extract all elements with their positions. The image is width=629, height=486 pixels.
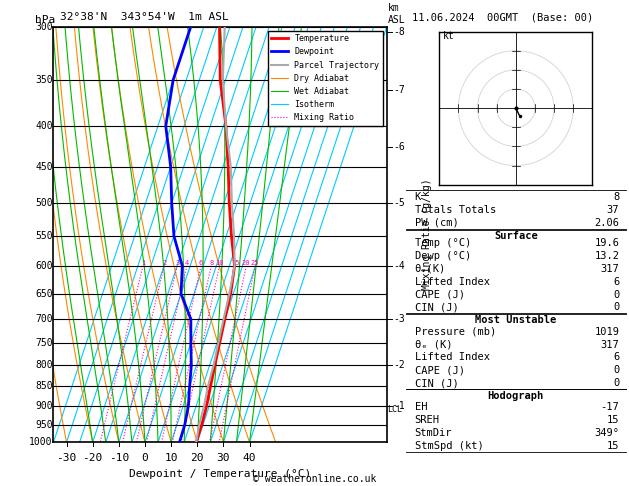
Text: 32°38'N  343°54'W  1m ASL: 32°38'N 343°54'W 1m ASL	[60, 12, 228, 22]
Text: Totals Totals: Totals Totals	[415, 205, 496, 215]
Text: Lifted Index: Lifted Index	[415, 352, 489, 363]
Text: StmSpd (kt): StmSpd (kt)	[415, 441, 483, 451]
Text: Temp (°C): Temp (°C)	[415, 238, 470, 248]
Text: 650: 650	[35, 289, 53, 298]
Text: 700: 700	[35, 314, 53, 324]
Text: θₑ (K): θₑ (K)	[415, 340, 452, 349]
Text: Most Unstable: Most Unstable	[475, 315, 557, 325]
Text: 25: 25	[251, 260, 259, 266]
Text: 6: 6	[613, 352, 619, 363]
Text: StmDir: StmDir	[415, 428, 452, 438]
Text: 11.06.2024  00GMT  (Base: 00): 11.06.2024 00GMT (Base: 00)	[412, 12, 593, 22]
Text: -7: -7	[393, 85, 404, 95]
Text: LCL: LCL	[387, 405, 403, 414]
Text: 8: 8	[613, 192, 619, 202]
Text: CIN (J): CIN (J)	[415, 302, 459, 312]
Text: 10: 10	[215, 260, 224, 266]
Text: 3: 3	[175, 260, 179, 266]
Text: 0: 0	[613, 290, 619, 299]
Text: -4: -4	[393, 261, 404, 271]
Text: 6: 6	[199, 260, 203, 266]
Text: 600: 600	[35, 261, 53, 271]
Text: -30: -30	[57, 452, 77, 463]
Text: 1: 1	[141, 260, 145, 266]
Text: -5: -5	[393, 198, 404, 208]
Text: 15: 15	[231, 260, 239, 266]
Text: 350: 350	[35, 75, 53, 85]
Text: 40: 40	[243, 452, 256, 463]
Text: 850: 850	[35, 381, 53, 391]
Text: -6: -6	[393, 142, 404, 152]
Text: θₑ(K): θₑ(K)	[415, 264, 446, 274]
Text: © weatheronline.co.uk: © weatheronline.co.uk	[253, 473, 376, 484]
Text: -8: -8	[393, 27, 404, 37]
Text: 750: 750	[35, 338, 53, 348]
Text: 450: 450	[35, 162, 53, 172]
Legend: Temperature, Dewpoint, Parcel Trajectory, Dry Adiabat, Wet Adiabat, Isotherm, Mi: Temperature, Dewpoint, Parcel Trajectory…	[268, 31, 382, 125]
Text: 15: 15	[607, 441, 619, 451]
Text: -1: -1	[393, 401, 404, 411]
Text: Pressure (mb): Pressure (mb)	[415, 327, 496, 337]
Text: -2: -2	[393, 360, 404, 370]
Text: 6: 6	[613, 277, 619, 287]
Text: 2.06: 2.06	[594, 218, 619, 228]
Text: Dewp (°C): Dewp (°C)	[415, 251, 470, 261]
Text: 550: 550	[35, 231, 53, 241]
Text: Mixing Ratio (g/kg): Mixing Ratio (g/kg)	[422, 179, 432, 290]
Text: km
ASL: km ASL	[387, 3, 405, 25]
Text: Dewpoint / Temperature (°C): Dewpoint / Temperature (°C)	[129, 469, 311, 479]
Text: 800: 800	[35, 360, 53, 370]
Text: 400: 400	[35, 121, 53, 131]
Text: 15: 15	[607, 415, 619, 425]
Text: PW (cm): PW (cm)	[415, 218, 459, 228]
Text: CAPE (J): CAPE (J)	[415, 365, 464, 375]
Text: hPa: hPa	[35, 15, 55, 25]
Text: CAPE (J): CAPE (J)	[415, 290, 464, 299]
Text: SREH: SREH	[415, 415, 440, 425]
Text: 500: 500	[35, 198, 53, 208]
Text: 0: 0	[613, 302, 619, 312]
Text: 1000: 1000	[30, 437, 53, 447]
Text: 10: 10	[164, 452, 178, 463]
Text: 19.6: 19.6	[594, 238, 619, 248]
Text: 8: 8	[209, 260, 213, 266]
Text: 317: 317	[601, 340, 619, 349]
Text: -10: -10	[109, 452, 129, 463]
Text: 900: 900	[35, 401, 53, 411]
Text: Hodograph: Hodograph	[487, 391, 544, 401]
Text: 37: 37	[607, 205, 619, 215]
Text: 20: 20	[191, 452, 204, 463]
Text: 950: 950	[35, 419, 53, 430]
Text: 0: 0	[613, 378, 619, 388]
Text: 30: 30	[216, 452, 230, 463]
Text: 300: 300	[35, 22, 53, 32]
Text: 317: 317	[601, 264, 619, 274]
Text: 4: 4	[185, 260, 189, 266]
Text: -3: -3	[393, 314, 404, 324]
Text: 1019: 1019	[594, 327, 619, 337]
Text: 349°: 349°	[594, 428, 619, 438]
Text: -17: -17	[601, 402, 619, 412]
Text: 0: 0	[142, 452, 148, 463]
Text: 0: 0	[613, 365, 619, 375]
Text: kt: kt	[443, 31, 455, 41]
Text: Surface: Surface	[494, 231, 538, 241]
Text: CIN (J): CIN (J)	[415, 378, 459, 388]
Text: -20: -20	[82, 452, 103, 463]
Text: 13.2: 13.2	[594, 251, 619, 261]
Text: K: K	[415, 192, 421, 202]
Text: 20: 20	[242, 260, 250, 266]
Text: 2: 2	[162, 260, 166, 266]
Text: EH: EH	[415, 402, 427, 412]
Text: Lifted Index: Lifted Index	[415, 277, 489, 287]
